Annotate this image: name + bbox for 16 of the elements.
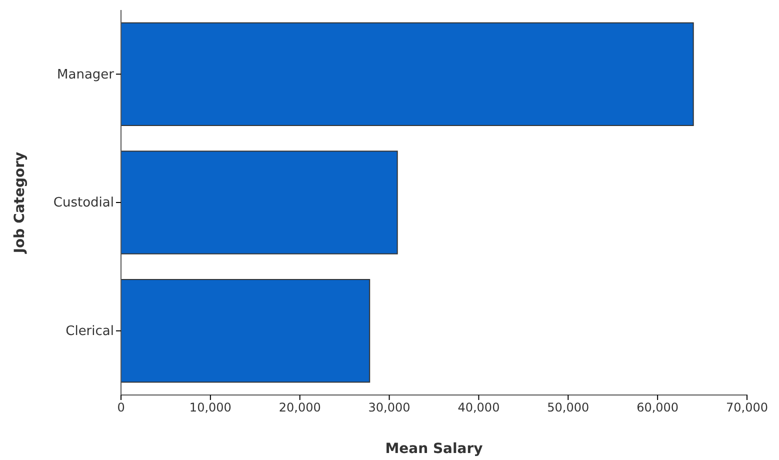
x-tick-label: 40,000	[458, 400, 500, 415]
x-tick-label: 60,000	[636, 400, 679, 415]
y-tick-label: Custodial	[53, 196, 114, 211]
bar	[120, 279, 370, 383]
bar	[120, 22, 694, 126]
bar	[120, 150, 398, 254]
x-axis-title: Mean Salary	[385, 441, 483, 457]
x-tick-label: 30,000	[368, 400, 410, 415]
x-tick-label: 70,000	[726, 400, 768, 415]
y-tick-label: Manager	[57, 67, 115, 82]
y-axis-title: Job Category	[12, 152, 28, 254]
x-tick-label: 50,000	[547, 400, 590, 415]
x-tick-label: 10,000	[189, 400, 232, 415]
x-tick-label: 0	[117, 400, 125, 415]
y-tick-label: Clerical	[66, 324, 114, 339]
x-tick-label: 20,000	[278, 400, 321, 415]
